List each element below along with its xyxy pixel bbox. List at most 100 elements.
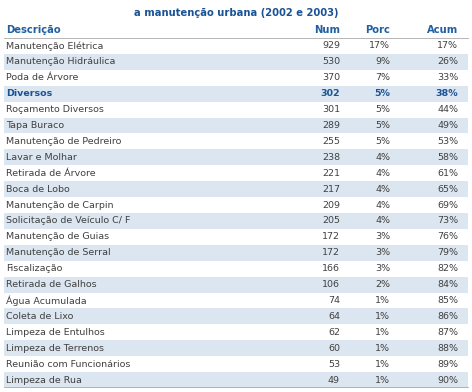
Text: 205: 205 [322, 216, 340, 225]
Text: 1%: 1% [375, 359, 390, 368]
Text: 58%: 58% [437, 153, 458, 162]
Text: 5%: 5% [375, 105, 390, 114]
Text: 9%: 9% [375, 57, 390, 66]
Text: Manutenção de Pedreiro: Manutenção de Pedreiro [6, 137, 121, 146]
Text: 26%: 26% [437, 57, 458, 66]
Text: 209: 209 [322, 201, 340, 210]
Text: 221: 221 [322, 169, 340, 178]
Text: Diversos: Diversos [6, 89, 52, 98]
Text: 3%: 3% [375, 264, 390, 273]
Text: Solicitação de Veículo C/ F: Solicitação de Veículo C/ F [6, 216, 130, 225]
Text: 49: 49 [328, 376, 340, 385]
Text: 530: 530 [322, 57, 340, 66]
Text: 289: 289 [322, 121, 340, 130]
Text: 1%: 1% [375, 328, 390, 337]
Text: 79%: 79% [437, 248, 458, 257]
Text: 4%: 4% [375, 169, 390, 178]
Text: 17%: 17% [437, 42, 458, 51]
Text: 301: 301 [322, 105, 340, 114]
Text: Manutenção de Serral: Manutenção de Serral [6, 248, 110, 257]
Text: Roçamento Diversos: Roçamento Diversos [6, 105, 104, 114]
Text: 929: 929 [322, 42, 340, 51]
Text: 64: 64 [328, 312, 340, 321]
Text: Manutenção Hidráulica: Manutenção Hidráulica [6, 57, 115, 66]
Text: 90%: 90% [437, 376, 458, 385]
Text: 17%: 17% [369, 42, 390, 51]
Text: 255: 255 [322, 137, 340, 146]
Text: 4%: 4% [375, 201, 390, 210]
Text: Limpeza de Terrenos: Limpeza de Terrenos [6, 344, 104, 353]
Text: 73%: 73% [437, 216, 458, 225]
Text: a manutenção urbana (2002 e 2003): a manutenção urbana (2002 e 2003) [134, 8, 338, 18]
Text: 62: 62 [328, 328, 340, 337]
Text: 74: 74 [328, 296, 340, 305]
Text: Coleta de Lixo: Coleta de Lixo [6, 312, 73, 321]
Text: 60: 60 [328, 344, 340, 353]
Text: 5%: 5% [375, 121, 390, 130]
Text: 217: 217 [322, 185, 340, 194]
Text: 85%: 85% [437, 296, 458, 305]
Text: 3%: 3% [375, 248, 390, 257]
Text: 7%: 7% [375, 73, 390, 82]
Text: 2%: 2% [375, 280, 390, 289]
Text: Tapa Buraco: Tapa Buraco [6, 121, 64, 130]
Text: 5%: 5% [374, 89, 390, 98]
Text: Manutenção Elétrica: Manutenção Elétrica [6, 41, 103, 51]
Text: Boca de Lobo: Boca de Lobo [6, 185, 70, 194]
Bar [4, 149, 468, 165]
Text: 4%: 4% [375, 153, 390, 162]
Text: 172: 172 [322, 232, 340, 241]
Text: 53%: 53% [437, 137, 458, 146]
Text: Limpeza de Entulhos: Limpeza de Entulhos [6, 328, 105, 337]
Text: 4%: 4% [375, 216, 390, 225]
Text: Retirada de Galhos: Retirada de Galhos [6, 280, 97, 289]
Bar [4, 86, 468, 102]
Bar [4, 118, 468, 133]
Text: 33%: 33% [437, 73, 458, 82]
Text: 166: 166 [322, 264, 340, 273]
Text: 86%: 86% [437, 312, 458, 321]
Text: 76%: 76% [437, 232, 458, 241]
Text: 1%: 1% [375, 344, 390, 353]
Text: 5%: 5% [375, 137, 390, 146]
Text: Fiscalização: Fiscalização [6, 264, 62, 273]
Text: Acum: Acum [427, 25, 458, 35]
Bar [4, 372, 468, 388]
Text: 38%: 38% [435, 89, 458, 98]
Text: Num: Num [314, 25, 340, 35]
Bar [4, 54, 468, 70]
Text: 69%: 69% [437, 201, 458, 210]
Text: 44%: 44% [437, 105, 458, 114]
Bar [4, 213, 468, 229]
Bar [4, 245, 468, 261]
Text: 1%: 1% [375, 376, 390, 385]
Text: Lavar e Molhar: Lavar e Molhar [6, 153, 77, 162]
Text: 370: 370 [322, 73, 340, 82]
Bar [4, 181, 468, 197]
Text: Limpeza de Rua: Limpeza de Rua [6, 376, 82, 385]
Text: Manutenção de Guias: Manutenção de Guias [6, 232, 109, 241]
Text: 106: 106 [322, 280, 340, 289]
Text: 84%: 84% [437, 280, 458, 289]
Text: 89%: 89% [437, 359, 458, 368]
Text: 302: 302 [320, 89, 340, 98]
Text: 53: 53 [328, 359, 340, 368]
Text: 3%: 3% [375, 232, 390, 241]
Text: 172: 172 [322, 248, 340, 257]
Text: Água Acumulada: Água Acumulada [6, 295, 87, 306]
Text: 1%: 1% [375, 296, 390, 305]
Bar [4, 277, 468, 292]
Text: 82%: 82% [437, 264, 458, 273]
Text: Reunião com Funcionários: Reunião com Funcionários [6, 359, 130, 368]
Bar [4, 309, 468, 324]
Text: Manutenção de Carpin: Manutenção de Carpin [6, 201, 113, 210]
Text: 1%: 1% [375, 312, 390, 321]
Text: 65%: 65% [437, 185, 458, 194]
Text: 49%: 49% [437, 121, 458, 130]
Text: 88%: 88% [437, 344, 458, 353]
Text: 87%: 87% [437, 328, 458, 337]
Text: Descrição: Descrição [6, 25, 60, 35]
Text: 238: 238 [322, 153, 340, 162]
Bar [4, 340, 468, 356]
Text: Retirada de Árvore: Retirada de Árvore [6, 169, 96, 178]
